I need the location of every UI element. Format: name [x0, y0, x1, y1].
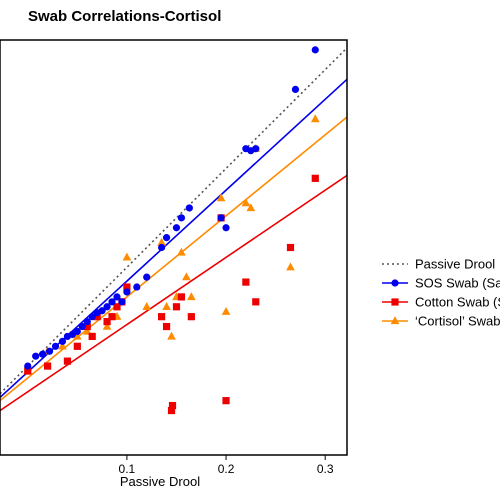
data-point-square: [167, 406, 176, 415]
data-point-square: [93, 313, 101, 321]
data-point-circle: [24, 362, 32, 370]
legend-label: Passive Drool: [415, 257, 495, 272]
data-point-circle: [143, 273, 151, 281]
data-point-circle: [252, 145, 260, 153]
data-point-triangle: [58, 341, 67, 350]
data-point-square: [168, 401, 177, 410]
data-point-circle: [51, 342, 60, 350]
data-point-triangle: [122, 252, 132, 261]
data-point-square: [311, 174, 319, 182]
data-point-circle: [98, 307, 106, 315]
data-point-circle: [88, 313, 96, 321]
data-point-square: [123, 283, 131, 291]
data-point-triangle: [142, 302, 152, 310]
data-point-circle: [73, 327, 81, 336]
data-point-square: [108, 313, 116, 321]
data-point-triangle: [246, 203, 256, 212]
data-point-square: [63, 357, 72, 365]
data-point-circle: [291, 85, 300, 94]
chart-title: Swab Correlations-Cortisol: [28, 8, 222, 25]
legend-label: ‘Cortisol’ Swab (SalivaBio): [415, 314, 500, 329]
data-point-triangle: [241, 198, 251, 207]
data-point-circle: [39, 350, 47, 358]
data-point-circle: [78, 322, 86, 331]
data-point-square: [286, 243, 295, 252]
data-point-triangle: [102, 321, 112, 330]
data-point-square: [43, 362, 52, 370]
legend-marker: [390, 316, 400, 325]
data-point-triangle: [187, 292, 196, 301]
data-point-circle: [311, 46, 319, 54]
legend-marker: [391, 279, 399, 287]
data-point-triangle: [162, 302, 171, 310]
plot-frame: [0, 39, 348, 456]
data-point-circle: [172, 224, 181, 232]
data-point-square: [172, 303, 181, 311]
legend-label: Cotton Swab (Salivette): [415, 295, 500, 310]
x-axis-label: Passive Drool: [120, 474, 200, 489]
x-tick-label: 0.2: [218, 462, 235, 476]
data-point-circle: [185, 204, 193, 212]
legend-item: Cotton Swab (Salivette): [382, 295, 500, 310]
legend-item: SOS Swab (SalivaBio): [382, 276, 500, 291]
data-point-triangle: [82, 326, 92, 335]
data-point-circle: [83, 318, 91, 326]
data-point-triangle: [167, 331, 176, 340]
plot-points: [23, 46, 320, 415]
data-point-circle: [58, 337, 67, 345]
data-point-square: [252, 298, 260, 306]
data-point-circle: [45, 347, 54, 355]
data-point-circle: [118, 298, 126, 306]
data-point-circle: [103, 303, 111, 311]
data-point-circle: [177, 214, 186, 222]
data-point-square: [187, 313, 195, 321]
legend-marker: [391, 298, 399, 306]
data-point-square: [103, 318, 111, 326]
data-point-circle: [217, 214, 225, 222]
data-point-triangle: [157, 237, 166, 246]
data-point-square: [177, 293, 186, 301]
legend-item: Passive Drool: [382, 257, 495, 272]
legend-item: ‘Cortisol’ Swab (SalivaBio): [382, 314, 500, 329]
data-point-square: [73, 342, 81, 350]
data-point-square: [83, 322, 91, 331]
data-point-circle: [108, 298, 116, 306]
data-point-circle: [32, 352, 40, 360]
data-point-circle: [123, 288, 131, 296]
x-tick-label: 0.1: [119, 462, 136, 476]
fit-line-triangle: [0, 116, 347, 402]
data-point-triangle: [73, 331, 82, 340]
data-point-circle: [222, 224, 230, 232]
data-point-square: [24, 367, 32, 375]
data-point-circle: [133, 283, 141, 291]
x-axis: 0.1 0.2 0.3: [119, 455, 334, 476]
data-point-circle: [158, 243, 166, 252]
data-point-square: [222, 397, 230, 405]
data-point-triangle: [182, 272, 191, 281]
data-point-square: [162, 322, 171, 331]
fit-line-square: [0, 174, 347, 412]
reference-line: [0, 47, 347, 395]
data-point-square: [88, 332, 96, 341]
data-point-square: [158, 313, 166, 321]
legend-label: SOS Swab (SalivaBio): [415, 276, 500, 291]
data-point-triangle: [310, 114, 320, 123]
data-point-circle: [113, 293, 121, 301]
data-point-square: [242, 278, 250, 286]
x-tick-label: 0.3: [317, 462, 334, 476]
data-point-triangle: [221, 306, 231, 315]
data-point-triangle: [286, 262, 295, 271]
data-point-triangle: [216, 193, 226, 202]
data-point-triangle: [177, 247, 186, 256]
data-point-circle: [162, 234, 171, 242]
legend: Passive Drool SOS Swab (SalivaBio) Cotton …: [382, 257, 500, 329]
data-point-square: [113, 303, 121, 311]
